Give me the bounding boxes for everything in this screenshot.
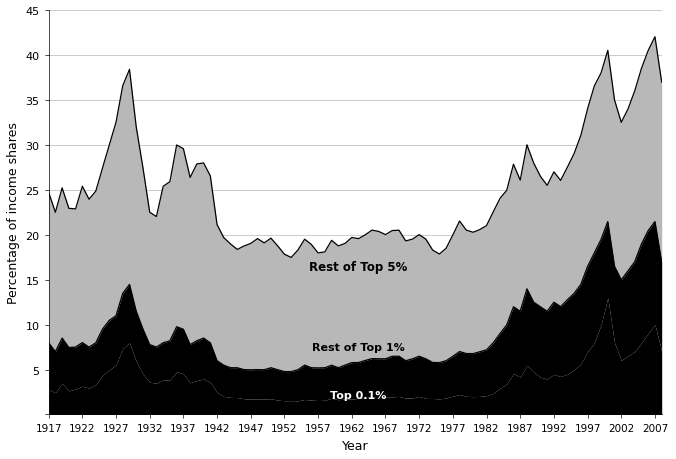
Text: Rest of Top 1%: Rest of Top 1% — [312, 342, 405, 353]
Text: Top 0.1%: Top 0.1% — [331, 390, 387, 400]
X-axis label: Year: Year — [342, 439, 368, 452]
Text: Rest of Top 5%: Rest of Top 5% — [310, 260, 408, 273]
Y-axis label: Percentage of income shares: Percentage of income shares — [7, 122, 20, 303]
